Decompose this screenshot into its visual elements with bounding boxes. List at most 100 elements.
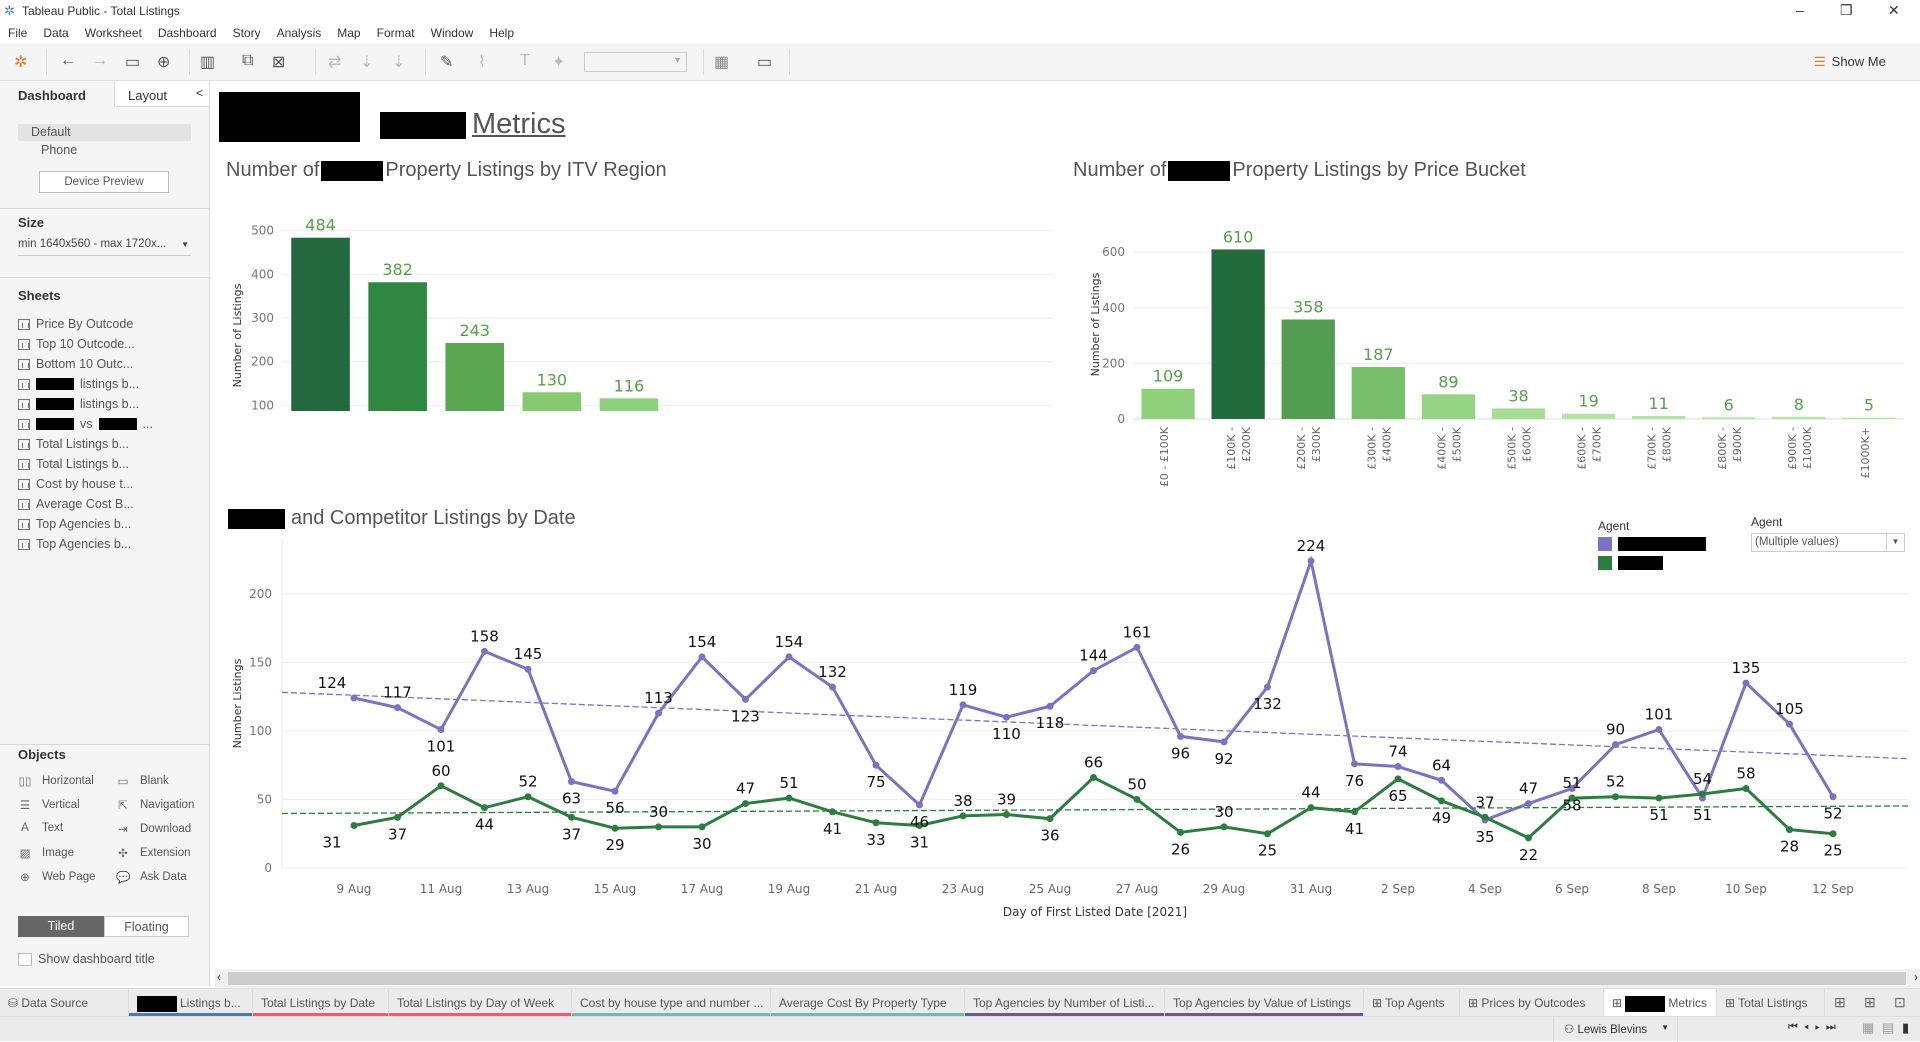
bar[interactable] (1351, 367, 1405, 419)
data-point[interactable] (1481, 813, 1489, 821)
data-point[interactable] (1655, 794, 1663, 802)
forward-icon[interactable]: → (92, 52, 108, 69)
data-point[interactable] (872, 761, 880, 769)
bar[interactable] (445, 342, 505, 411)
sheet-tab[interactable]: ⊞ Total Listings (1717, 989, 1825, 1017)
new-worksheet-icon[interactable]: ▥ (200, 54, 216, 71)
data-point[interactable] (1351, 808, 1358, 816)
sheet-item[interactable]: Cost by house t... (18, 477, 133, 491)
data-point[interactable] (350, 822, 358, 830)
bar[interactable] (1211, 249, 1265, 419)
data-point[interactable] (785, 653, 793, 661)
data-point[interactable] (524, 665, 532, 673)
menu-format[interactable]: Format (376, 26, 415, 40)
data-point[interactable] (1612, 793, 1619, 801)
sheet-item[interactable]: Price By Outcode (18, 317, 133, 331)
data-point[interactable] (698, 823, 706, 831)
menu-help[interactable]: Help (489, 26, 514, 40)
data-point[interactable] (394, 704, 401, 712)
device-preview-button[interactable]: Device Preview (39, 171, 169, 193)
data-point[interactable] (1307, 804, 1315, 812)
legend-item[interactable] (1598, 556, 1706, 570)
duplicate-sheet-icon[interactable]: ⧉ (242, 52, 254, 69)
device-default[interactable]: Default (18, 124, 191, 141)
sort-ascending-icon[interactable]: ⇣ (360, 54, 374, 71)
close-button[interactable]: ✕ (1888, 2, 1900, 18)
data-point[interactable] (1046, 815, 1054, 823)
sheet-tab[interactable]: Total Listings by Day of Week (389, 989, 572, 1017)
filmstrip-view-icon[interactable]: ▤ (1882, 1020, 1895, 1035)
bar[interactable] (1632, 415, 1686, 419)
sheet-tab[interactable]: Total Listings by Date (253, 989, 389, 1017)
bar[interactable] (1281, 319, 1335, 419)
minimize-button[interactable]: – (1796, 2, 1804, 18)
data-point[interactable] (350, 694, 358, 702)
sort-descending-icon[interactable]: ⇣ (392, 54, 406, 71)
data-point[interactable] (829, 808, 836, 816)
new-worksheet-tab-icon[interactable]: ⊞ (1834, 994, 1846, 1010)
bar[interactable] (1772, 416, 1826, 419)
sheet-item[interactable]: Top Agencies b... (18, 517, 131, 531)
sheet-tab[interactable]: Top Agencies by Value of Listings (1165, 989, 1364, 1017)
pin-icon[interactable]: ✦ (552, 54, 566, 71)
menu-map[interactable]: Map (337, 26, 361, 40)
swap-icon[interactable]: ⇄ (328, 54, 342, 71)
data-point[interactable] (1307, 557, 1315, 565)
menu-analysis[interactable]: Analysis (276, 26, 322, 40)
data-point[interactable] (1220, 823, 1228, 831)
sheet-item[interactable]: Total Listings b... (18, 437, 129, 451)
sheet-item[interactable]: Total Listings b... (18, 457, 129, 471)
data-point[interactable] (829, 683, 836, 691)
highlight-icon[interactable]: ✎ (440, 54, 454, 71)
menu-data[interactable]: Data (43, 26, 69, 40)
sheet-tab[interactable]: ⊞ Top Agents (1364, 989, 1460, 1017)
data-point[interactable] (568, 778, 575, 786)
menu-dashboard[interactable]: Dashboard (157, 26, 217, 40)
tabs-view-icon[interactable]: ▮ (1902, 1020, 1910, 1035)
bar[interactable] (1702, 417, 1756, 419)
object-vertical[interactable]: ☰ Vertical (19, 799, 80, 812)
sheet-item[interactable]: listings b... (18, 377, 139, 391)
data-point[interactable] (611, 824, 619, 832)
data-point[interactable] (481, 804, 488, 812)
scroll-right-icon[interactable]: › (1914, 970, 1918, 984)
back-icon[interactable]: ← (60, 52, 76, 69)
data-point[interactable] (1786, 826, 1793, 834)
object-text[interactable]: A Text (18, 822, 63, 834)
data-point[interactable] (1177, 732, 1184, 740)
user-menu[interactable]: ⚇ Lewis Blevins ▼ (1553, 1017, 1678, 1042)
menu-file[interactable]: File (8, 26, 28, 40)
sheet-item[interactable]: Average Cost B... (18, 497, 134, 511)
save-icon[interactable]: ▭ (125, 54, 141, 71)
data-point[interactable] (742, 800, 749, 808)
size-dropdown[interactable]: min 1640x560 - max 1720x... ▼ (18, 238, 191, 256)
data-point[interactable] (1133, 643, 1141, 651)
data-point[interactable] (1394, 775, 1402, 783)
sheet-item[interactable]: Top Agencies b... (18, 537, 131, 551)
data-point[interactable] (394, 813, 401, 821)
sheet-tab[interactable]: Top Agencies by Number of Listi... (965, 989, 1165, 1017)
object-ask-data[interactable]: 💬 Ask Data (116, 871, 187, 884)
presentation-mode-icon[interactable]: ▭ (757, 54, 773, 71)
sheet-item[interactable]: vs... (18, 417, 153, 431)
bar[interactable] (368, 282, 427, 411)
data-point[interactable] (1699, 790, 1706, 798)
fit-dropdown[interactable]: ▼ (584, 52, 687, 72)
object-image[interactable]: ▨ Image (19, 847, 74, 860)
clear-sheet-icon[interactable]: ⊠ (272, 54, 286, 71)
data-point[interactable] (1003, 811, 1010, 819)
data-point[interactable] (1742, 679, 1750, 687)
sheet-tab[interactable]: Average Cost By Property Type (771, 989, 965, 1017)
bar[interactable] (291, 237, 350, 411)
bar[interactable] (1842, 417, 1896, 419)
object-navigation[interactable]: ⇱ Navigation (116, 798, 194, 812)
tab-dashboard[interactable]: Dashboard (0, 81, 114, 107)
data-point[interactable] (568, 813, 575, 821)
data-point[interactable] (1264, 683, 1271, 691)
show-title-checkbox[interactable] (18, 953, 32, 966)
data-point[interactable] (1829, 793, 1837, 801)
data-point[interactable] (1133, 795, 1141, 803)
bar[interactable] (522, 392, 582, 411)
menu-worksheet[interactable]: Worksheet (84, 26, 142, 40)
scroll-left-icon[interactable]: ‹ (217, 970, 221, 984)
